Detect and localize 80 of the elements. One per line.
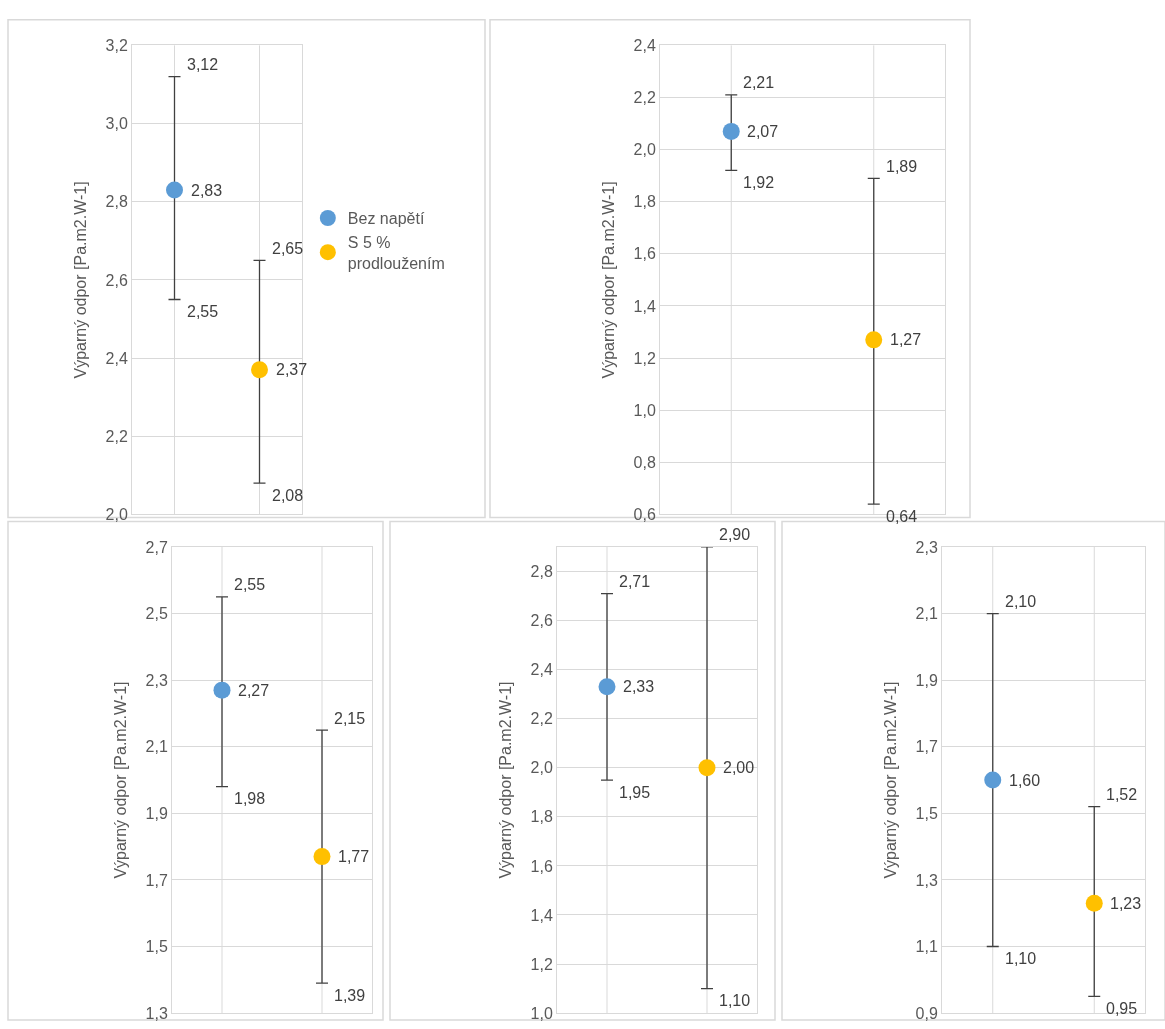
annotation: 2,71 bbox=[619, 573, 651, 590]
y-axis-title: Výparný odpor [Pa.m2.W-1] bbox=[72, 181, 90, 379]
y-tick-label: 0,8 bbox=[633, 453, 656, 471]
y-tick-label: 2,2 bbox=[530, 710, 553, 728]
y-tick-label: 1,4 bbox=[633, 297, 656, 315]
y-tick-label: 1,7 bbox=[145, 871, 168, 889]
y-tick-label: 2,8 bbox=[105, 193, 128, 211]
y-tick-label: 1,1 bbox=[915, 938, 938, 956]
y-tick-label: 2,4 bbox=[105, 349, 128, 367]
y-tick-label: 1,6 bbox=[530, 857, 553, 875]
data-label: 1,77 bbox=[338, 848, 370, 865]
annotation: 1,52 bbox=[1106, 786, 1138, 803]
y-tick-label: 2,6 bbox=[105, 271, 128, 289]
y-tick-label: 2,4 bbox=[530, 661, 553, 679]
legend-label: S 5 % prodloužením bbox=[347, 234, 445, 272]
annotation: 2,55 bbox=[187, 303, 219, 320]
y-tick-label: 3,0 bbox=[105, 115, 128, 133]
data-label: 2,00 bbox=[723, 759, 755, 776]
y-axis-title: Výparný odpor [Pa.m2.W-1] bbox=[497, 681, 515, 879]
data-label: 1,60 bbox=[1009, 772, 1041, 789]
y-tick-label: 1,3 bbox=[915, 871, 938, 889]
annotation: 0,95 bbox=[1106, 1000, 1138, 1017]
annotation: 1,10 bbox=[1005, 950, 1037, 967]
y-tick-label: 2,0 bbox=[633, 141, 656, 159]
y-tick-label: 1,9 bbox=[145, 804, 168, 822]
annotation: 2,15 bbox=[334, 710, 366, 727]
annotation: 2,21 bbox=[743, 74, 775, 91]
annotation: 1,98 bbox=[234, 790, 266, 807]
annotation: 1,39 bbox=[334, 987, 366, 1004]
y-tick-label: 1,9 bbox=[915, 671, 938, 689]
y-axis-title: Výparný odpor [Pa.m2.W-1] bbox=[882, 681, 900, 879]
y-tick-label: 2,3 bbox=[145, 671, 168, 689]
annotation: 2,65 bbox=[272, 240, 304, 257]
y-tick-label: 2,0 bbox=[530, 759, 553, 777]
y-tick-label: 1,8 bbox=[530, 808, 553, 826]
y-tick-label: 2,4 bbox=[633, 36, 656, 54]
y-tick-label: 1,2 bbox=[633, 349, 656, 367]
y-tick-label: 0,9 bbox=[915, 1004, 938, 1022]
y-tick-label: 0,6 bbox=[633, 506, 656, 524]
data-label: 2,27 bbox=[238, 682, 270, 699]
y-tick-label: 1,4 bbox=[530, 906, 553, 924]
data-label: 1,27 bbox=[890, 331, 922, 348]
y-tick-label: 2,1 bbox=[915, 605, 938, 623]
annotation: 3,12 bbox=[187, 56, 219, 73]
y-tick-label: 1,6 bbox=[633, 245, 656, 263]
y-tick-label: 1,3 bbox=[145, 1004, 168, 1022]
y-tick-label: 1,5 bbox=[915, 804, 938, 822]
y-tick-label: 1,7 bbox=[915, 738, 938, 756]
annotation: 2,55 bbox=[234, 576, 266, 593]
y-tick-label: 1,0 bbox=[633, 401, 656, 419]
y-tick-label: 2,7 bbox=[145, 538, 168, 556]
y-tick-label: 3,2 bbox=[105, 36, 128, 54]
y-axis-title: Výparný odpor [Pa.m2.W-1] bbox=[112, 681, 130, 879]
text: 2,90 bbox=[719, 526, 751, 543]
data-label: 2,83 bbox=[191, 182, 223, 199]
data-label: 2,07 bbox=[747, 123, 779, 140]
annotation: 1,10 bbox=[719, 992, 751, 1009]
annotation: 1,95 bbox=[619, 784, 651, 801]
y-tick-label: 2,6 bbox=[530, 612, 553, 630]
annotation: 0,64 bbox=[886, 508, 918, 525]
y-tick-label: 2,0 bbox=[105, 506, 128, 524]
y-tick-label: 2,2 bbox=[105, 427, 128, 445]
y-tick-label: 2,1 bbox=[145, 738, 168, 756]
y-axis-title: Výparný odpor [Pa.m2.W-1] bbox=[600, 181, 618, 379]
annotation: 2,08 bbox=[272, 487, 304, 504]
annotation: 1,92 bbox=[743, 174, 775, 191]
y-tick-label: 2,5 bbox=[145, 605, 168, 623]
annotation: 2,10 bbox=[1005, 593, 1037, 610]
y-tick-label: 2,8 bbox=[530, 563, 553, 581]
data-label: 2,33 bbox=[623, 678, 655, 695]
y-tick-label: 1,5 bbox=[145, 938, 168, 956]
y-tick-label: 1,8 bbox=[633, 193, 656, 211]
y-tick-label: 1,2 bbox=[530, 955, 553, 973]
data-label: 1,23 bbox=[1110, 895, 1142, 912]
annotation: 1,89 bbox=[886, 158, 918, 175]
legend-label: Bez napětí bbox=[347, 210, 425, 228]
y-tick-label: 1,0 bbox=[530, 1004, 553, 1022]
data-label: 2,37 bbox=[276, 361, 308, 378]
y-tick-label: 2,3 bbox=[915, 538, 938, 556]
y-tick-label: 2,2 bbox=[633, 89, 656, 107]
